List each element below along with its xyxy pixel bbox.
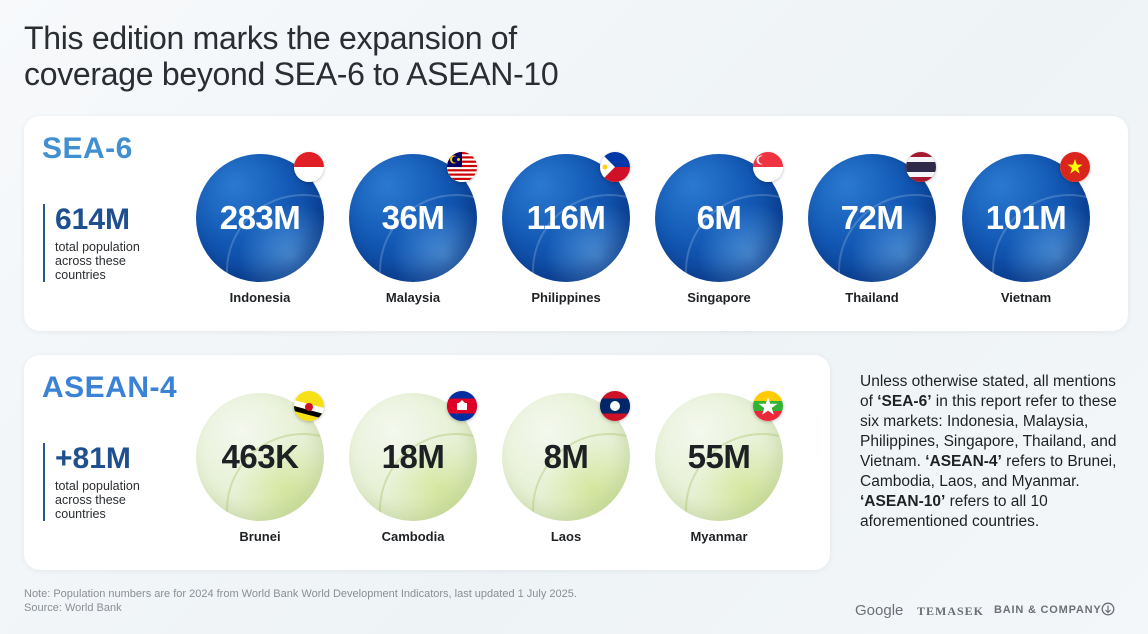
sea6-total: 614M total population across these count… xyxy=(43,204,165,282)
population-bubble: 101M xyxy=(962,154,1090,282)
market-philippines: 116M Philippines xyxy=(502,152,632,324)
market-vietnam: 101M Vietnam xyxy=(962,152,1092,324)
cambodia-flag-icon xyxy=(447,391,477,421)
market-singapore: 6M Singapore xyxy=(655,152,785,324)
population-value: 6M xyxy=(696,199,742,236)
indonesia-flag-icon xyxy=(294,152,324,182)
country-name: Singapore xyxy=(687,290,751,305)
market-cambodia: 18M Cambodia xyxy=(349,391,479,563)
partner-logos: Google TEMASEK BAIN & COMPANY xyxy=(855,602,1125,620)
sea6-title: SEA-6 xyxy=(42,132,133,165)
population-value: 116M xyxy=(526,199,606,236)
footnote: Note: Population numbers are for 2024 fr… xyxy=(24,587,577,615)
population-value: 55M xyxy=(687,438,751,475)
population-value: 283M xyxy=(219,199,301,236)
sea6-total-label: total population across these countries xyxy=(55,240,140,282)
footnote-source: Source: World Bank xyxy=(24,602,122,614)
bain-logo: BAIN & COMPANY xyxy=(994,604,1102,616)
sea6-total-value: 614M xyxy=(55,203,131,236)
google-logo: Google xyxy=(855,602,904,619)
population-value: 101M xyxy=(985,199,1067,236)
sea6-card: SEA-6 614M total population across these… xyxy=(24,116,1128,331)
footnote-note: Note: Population numbers are for 2024 fr… xyxy=(24,588,577,600)
myanmar-flag-icon xyxy=(753,391,783,421)
note-text-1: Unless otherwise stated, all mentions of xyxy=(860,373,1116,410)
note-text-3: refers to Brunei, Cambodia, Laos, and My… xyxy=(860,453,1117,490)
title-line-2: coverage beyond SEA-6 to ASEAN-10 xyxy=(24,56,559,92)
malaysia-flag-icon xyxy=(447,152,477,182)
population-bubble: 463K xyxy=(196,393,324,521)
page-title: This edition marks the expansion of cove… xyxy=(24,20,724,92)
vietnam-flag-icon xyxy=(1060,152,1090,182)
note-text-2: in this report refer to these six market… xyxy=(860,393,1117,470)
market-indonesia: 283M Indonesia xyxy=(196,152,326,324)
laos-flag-icon xyxy=(600,391,630,421)
title-line-1: This edition marks the expansion of xyxy=(24,20,517,56)
asean10-term: ‘ASEAN-10’ xyxy=(860,493,946,510)
country-name: Vietnam xyxy=(1000,290,1052,305)
asean4-total: +81M total population across these count… xyxy=(43,443,165,521)
asean4-total-value: +81M xyxy=(55,442,131,475)
definitions-note: Unless otherwise stated, all mentions of… xyxy=(860,372,1130,532)
country-name: Thailand xyxy=(845,290,899,305)
country-name: Myanmar xyxy=(690,529,748,544)
market-myanmar: 55M Myanmar xyxy=(655,391,785,563)
population-value: 36M xyxy=(381,199,445,236)
asean4-term: ‘ASEAN-4’ xyxy=(925,453,1002,470)
asean4-card: ASEAN-4 +81M total population across the… xyxy=(24,355,830,570)
population-value: 18M xyxy=(381,438,445,475)
country-name: Brunei xyxy=(239,529,281,544)
market-laos: 8M Laos xyxy=(502,391,632,563)
population-value: 463K xyxy=(221,438,299,475)
country-name: Laos xyxy=(550,529,582,544)
note-text-4: refers to all 10 aforementioned countrie… xyxy=(860,493,1048,530)
market-thailand: 72M Thailand xyxy=(808,152,938,324)
bain-mark-icon xyxy=(1101,602,1115,621)
population-value: 72M xyxy=(840,199,904,236)
asean4-title: ASEAN-4 xyxy=(42,371,178,404)
market-malaysia: 36M Malaysia xyxy=(349,152,479,324)
temasek-logo: TEMASEK xyxy=(917,604,985,618)
country-name: Philippines xyxy=(531,290,601,305)
country-name: Malaysia xyxy=(385,290,441,305)
country-name: Indonesia xyxy=(229,290,291,305)
thailand-flag-icon xyxy=(906,152,936,182)
brunei-flag-icon xyxy=(294,391,324,421)
philippines-flag-icon xyxy=(600,152,630,182)
sea6-term: ‘SEA-6’ xyxy=(877,393,932,410)
population-bubble: 36M xyxy=(349,154,477,282)
singapore-flag-icon xyxy=(753,152,783,182)
country-name: Cambodia xyxy=(381,529,445,544)
market-brunei: 463K Brunei xyxy=(196,391,326,563)
asean4-total-label: total population across these countries xyxy=(55,479,140,521)
population-value: 8M xyxy=(543,438,589,475)
